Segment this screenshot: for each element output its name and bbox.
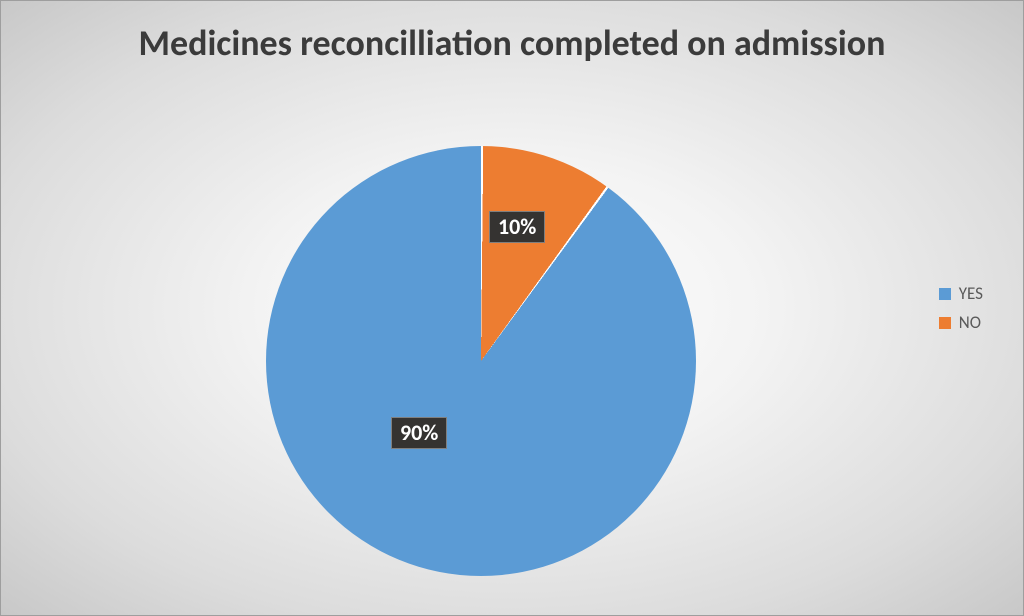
data-label-no: 10% [489,211,545,243]
chart-title: Medicines reconcilliation completed on a… [1,1,1023,64]
legend: YES NO [939,275,983,341]
legend-swatch-yes [939,288,951,300]
legend-item-no: NO [939,312,983,333]
data-label-yes: 90% [391,417,447,449]
chart-container: Medicines reconcilliation completed on a… [0,0,1024,616]
pie-chart [266,146,696,576]
legend-label-yes: YES [959,283,983,304]
legend-item-yes: YES [939,283,983,304]
legend-swatch-no [939,317,951,329]
legend-label-no: NO [959,312,981,333]
